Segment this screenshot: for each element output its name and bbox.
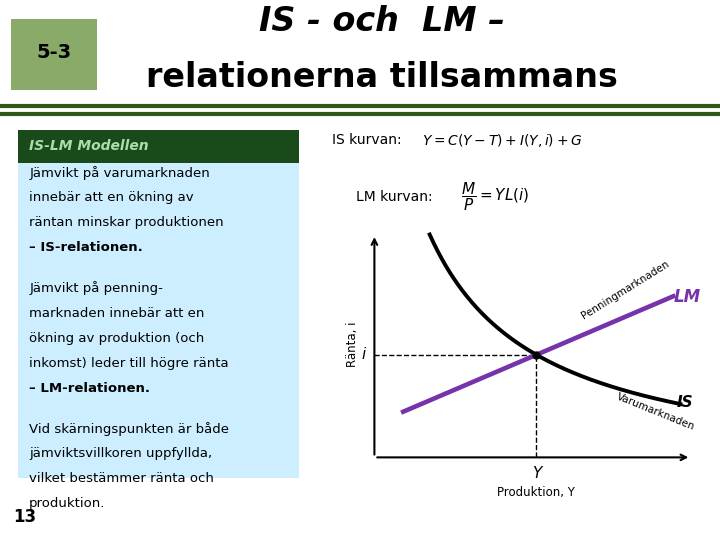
Text: marknaden innebär att en: marknaden innebär att en (30, 307, 204, 320)
Text: innebär att en ökning av: innebär att en ökning av (30, 191, 194, 204)
Text: Vid skärningspunkten är både: Vid skärningspunkten är både (30, 422, 229, 436)
Text: IS-LM Modellen: IS-LM Modellen (30, 139, 149, 153)
Text: Jämvikt på penning-: Jämvikt på penning- (30, 281, 163, 295)
Text: – IS-relationen.: – IS-relationen. (30, 241, 143, 254)
Text: $Y = C(Y-T) + I(Y,i) + G$: $Y = C(Y-T) + I(Y,i) + G$ (422, 132, 582, 149)
Text: produktion.: produktion. (30, 497, 106, 510)
Text: Produktion, Y: Produktion, Y (498, 485, 575, 498)
Text: Y: Y (531, 467, 541, 481)
Text: i: i (361, 347, 365, 362)
Text: Ränta, i: Ränta, i (346, 322, 359, 367)
Text: $\dfrac{M}{P} = YL(i)$: $\dfrac{M}{P} = YL(i)$ (461, 181, 529, 213)
Text: LM: LM (673, 288, 701, 306)
FancyBboxPatch shape (18, 163, 299, 478)
Text: Jämvikt på varumarknaden: Jämvikt på varumarknaden (30, 166, 210, 180)
Text: 13: 13 (13, 509, 36, 526)
Text: jämviktsvillkoren uppfyllda,: jämviktsvillkoren uppfyllda, (30, 447, 212, 460)
Text: IS kurvan:: IS kurvan: (333, 133, 406, 147)
Text: räntan minskar produktionen: räntan minskar produktionen (30, 217, 224, 230)
FancyBboxPatch shape (11, 19, 97, 90)
Text: LM kurvan:: LM kurvan: (356, 190, 436, 204)
Text: IS - och  LM –: IS - och LM – (258, 5, 505, 38)
Text: relationerna tillsammans: relationerna tillsammans (145, 60, 618, 94)
Text: ökning av produktion (och: ökning av produktion (och (30, 332, 204, 345)
Text: vilket bestämmer ränta och: vilket bestämmer ränta och (30, 472, 214, 485)
Text: – LM-relationen.: – LM-relationen. (30, 382, 150, 395)
Text: Varumarknaden: Varumarknaden (616, 392, 697, 433)
Text: inkomst) leder till högre ränta: inkomst) leder till högre ränta (30, 357, 229, 370)
FancyBboxPatch shape (18, 130, 299, 163)
Text: Penningmarknaden: Penningmarknaden (580, 259, 671, 321)
Text: 5-3: 5-3 (37, 43, 71, 62)
Text: IS: IS (677, 395, 693, 410)
